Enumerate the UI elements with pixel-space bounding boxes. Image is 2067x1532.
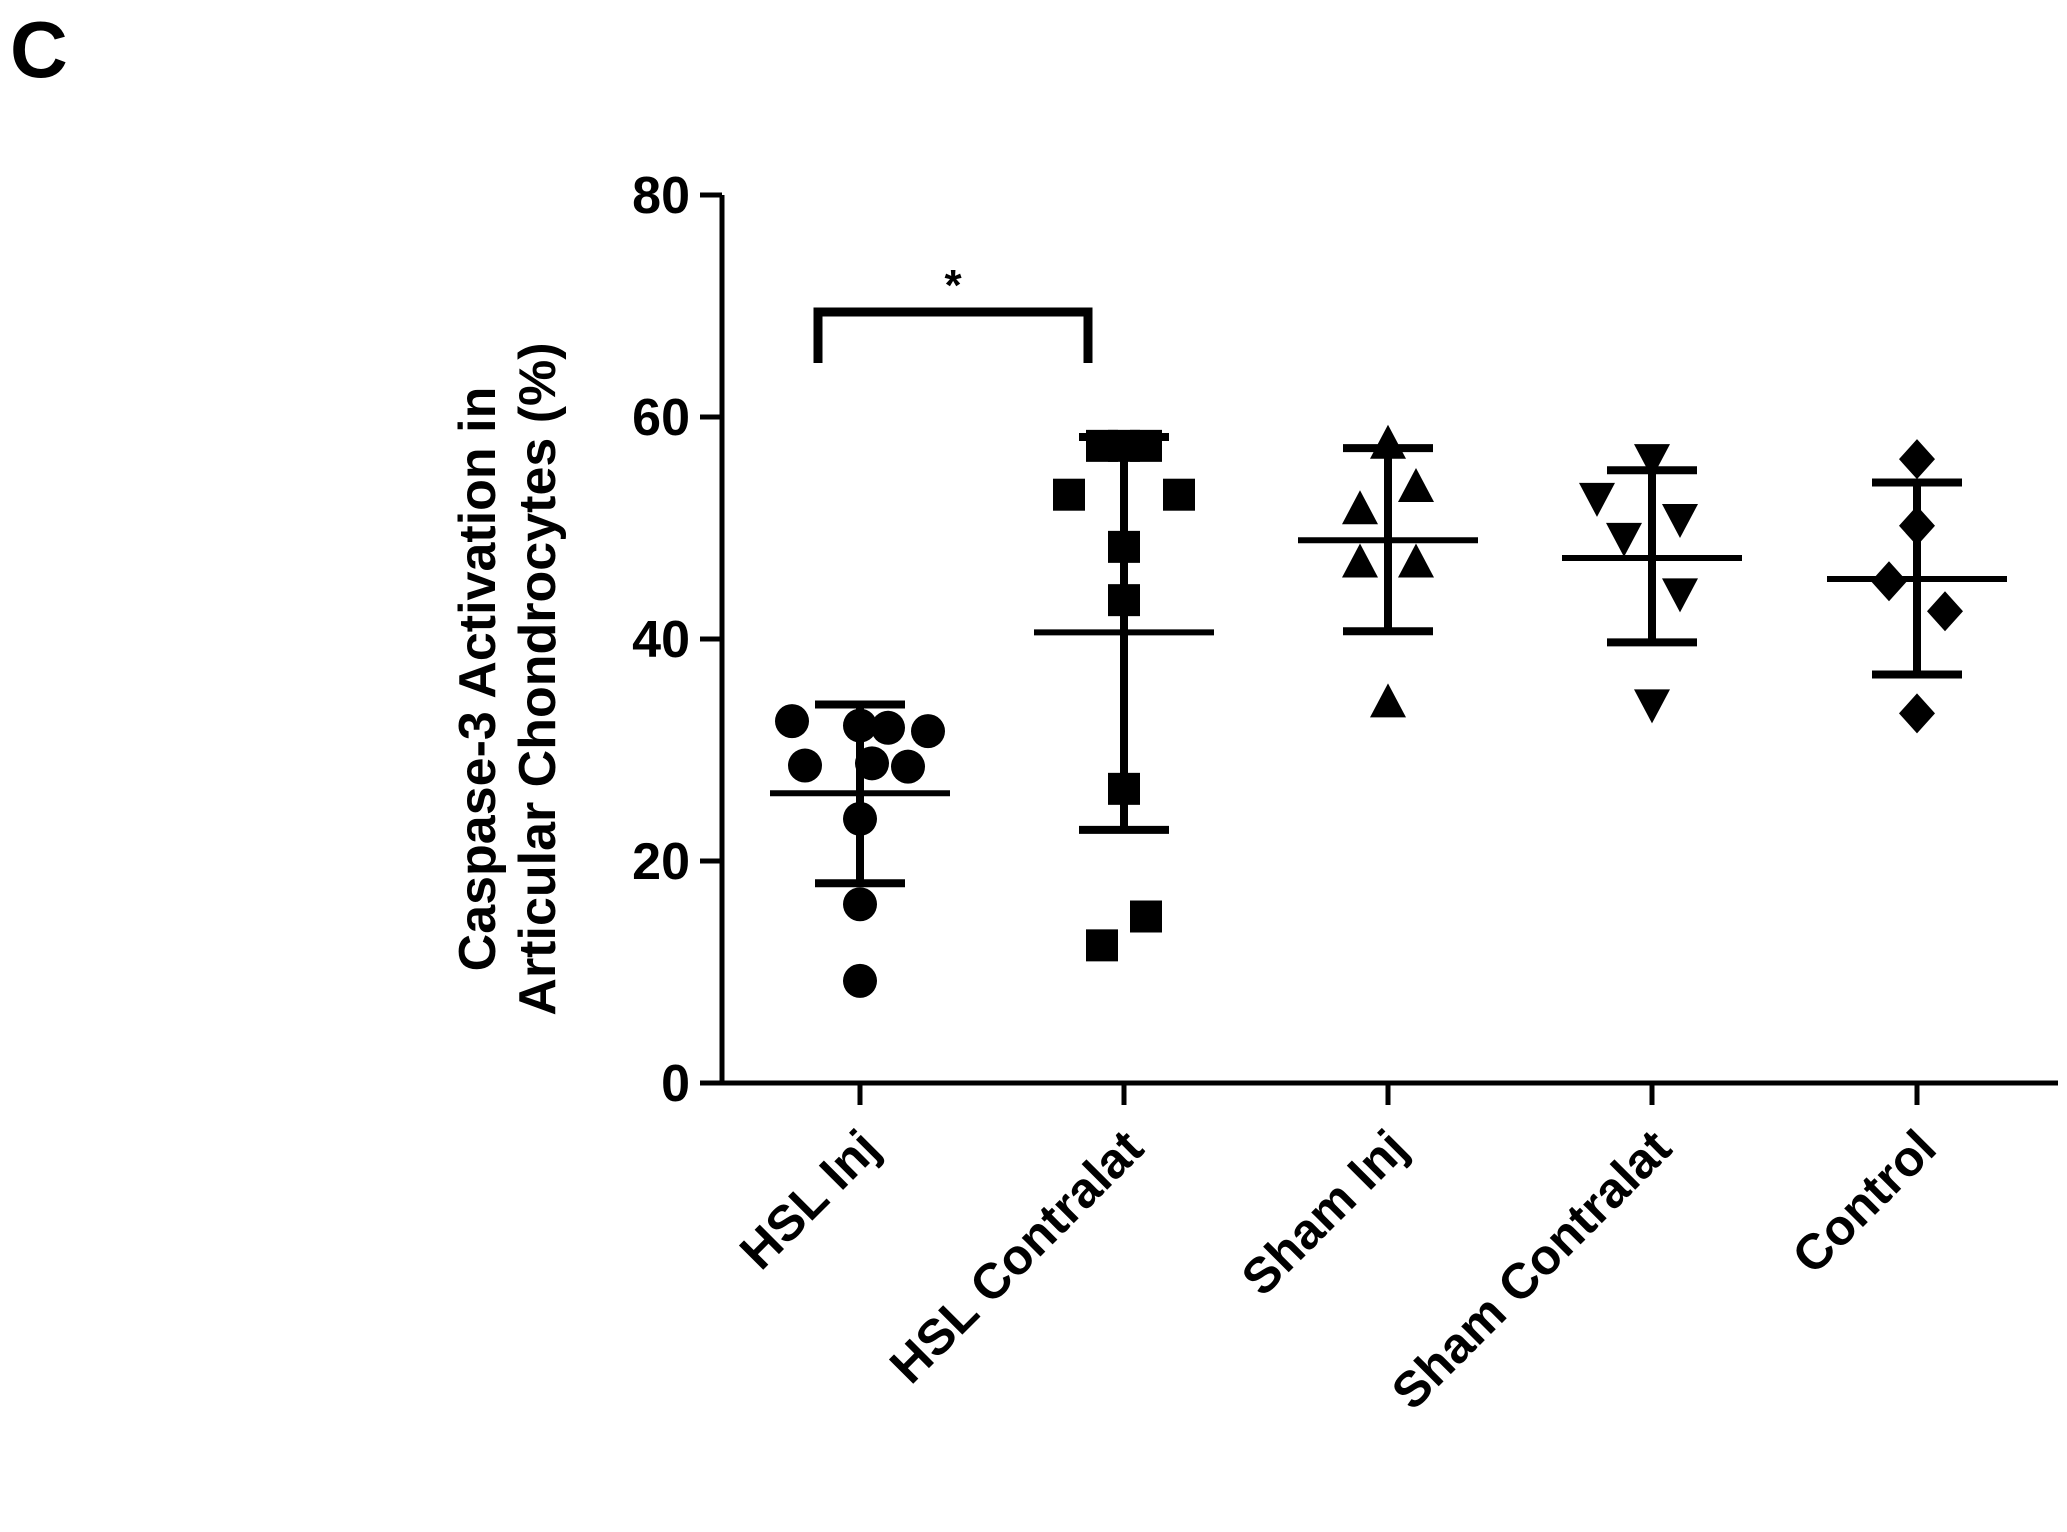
x-tick-label: HSL Inj (729, 1119, 890, 1280)
data-point-square (1086, 929, 1118, 962)
y-ticks: 0 20 40 60 80 (632, 167, 722, 1113)
data-point-circle (843, 887, 877, 922)
data-point-diamond (1899, 693, 1935, 734)
data-point-triangle-down (1662, 504, 1698, 539)
y-axis-label-line: Articular Chondrocytes (%) (509, 342, 567, 1015)
significance-bracket (813, 307, 1093, 363)
data-point-triangle-up (1342, 543, 1378, 578)
x-tick-label: Control (1782, 1119, 1947, 1284)
data-point-triangle-down (1606, 522, 1642, 557)
y-tick-label: 20 (632, 833, 690, 891)
y-tick-label: 80 (632, 167, 690, 225)
group-control (1827, 439, 2007, 734)
data-groups (770, 424, 2007, 998)
data-point-circle (788, 748, 822, 783)
significance-star: * (944, 261, 962, 310)
data-point-diamond (1927, 591, 1963, 632)
data-point-circle (911, 714, 945, 749)
data-point-square (1130, 900, 1162, 933)
chart-axes (719, 195, 2058, 1086)
data-point-triangle-up (1398, 543, 1434, 578)
y-axis-label-line: Caspase-3 Activation in (449, 387, 507, 972)
panel-label: C (10, 5, 68, 94)
data-point-triangle-down (1579, 482, 1615, 517)
data-point-circle (843, 963, 877, 998)
data-point-square (1053, 478, 1085, 511)
y-tick-label: 40 (632, 611, 690, 669)
data-point-diamond (1899, 439, 1935, 480)
data-point-triangle-down (1634, 444, 1670, 479)
group-hsl-inj (770, 700, 950, 998)
annotations: * (813, 261, 1093, 363)
data-point-square (1163, 478, 1195, 511)
data-point-circle (871, 710, 905, 745)
y-tick-label: 60 (632, 389, 690, 447)
data-point-triangle-up (1342, 490, 1378, 525)
data-point-triangle-up (1398, 468, 1434, 503)
x-tick-label: HSL Contralat (879, 1119, 1154, 1394)
group-sham-inj (1298, 424, 1478, 718)
data-point-triangle-down (1662, 578, 1698, 613)
data-point-triangle-up (1370, 683, 1406, 718)
y-tick-label: 0 (661, 1055, 690, 1113)
x-tick-label: Sham Inj (1231, 1119, 1418, 1306)
group-hsl-contralat (1034, 429, 1214, 962)
data-point-circle (775, 704, 809, 739)
group-sham-contralat (1562, 444, 1742, 724)
y-axis-label: Caspase-3 Activation in Articular Chondro… (449, 342, 567, 1015)
data-point-triangle-down (1634, 689, 1670, 724)
x-tick-label: Sham Contralat (1381, 1119, 1682, 1420)
data-point-circle (891, 749, 925, 784)
